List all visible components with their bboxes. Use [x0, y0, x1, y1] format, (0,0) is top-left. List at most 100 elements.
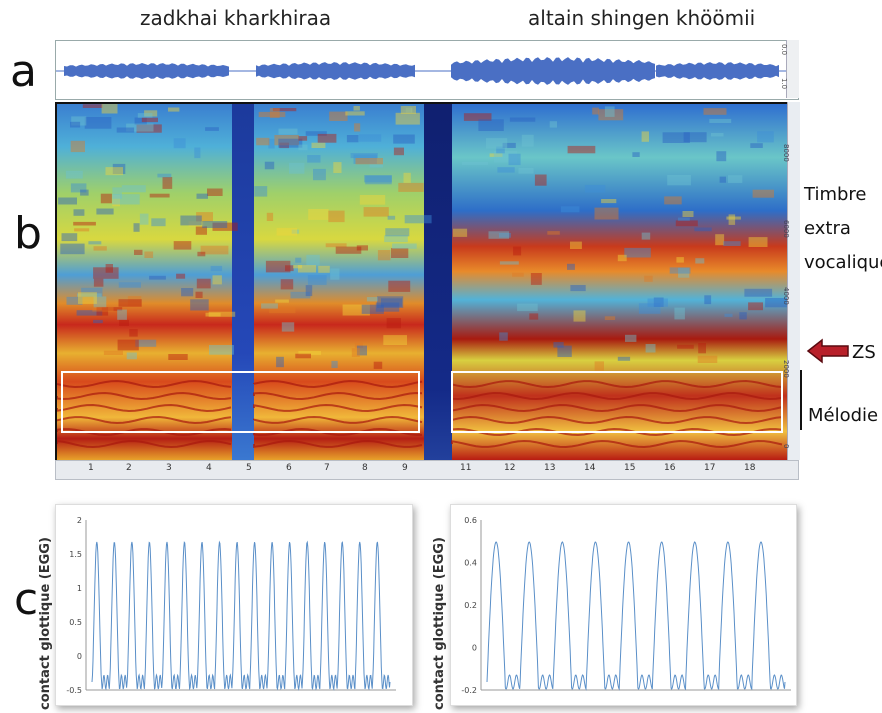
waveform-ruler-label: 1.0	[780, 78, 788, 90]
spectrogram-blob	[93, 267, 119, 279]
spectrogram-blob	[710, 132, 724, 137]
waveform-ruler: 0.0 1.0	[780, 40, 799, 98]
spectrogram-blob	[291, 229, 300, 234]
spectrogram-blob	[196, 193, 208, 199]
time-label: 8	[362, 463, 368, 473]
spectrogram-blob	[276, 356, 284, 368]
spectrogram-harmonic	[451, 403, 783, 413]
annotation-timbre: Timbre	[804, 184, 867, 205]
zs-arrow-icon	[806, 338, 849, 364]
spectrogram-blob	[530, 273, 542, 285]
spectrogram-blob	[499, 233, 511, 238]
spectrogram-blob	[345, 111, 365, 116]
spectrogram-blob	[96, 307, 109, 316]
freq-label: 4000	[782, 287, 790, 305]
spectrogram-blob	[387, 215, 396, 220]
panel-letter-c: c	[14, 574, 39, 625]
spectrogram-blob	[641, 131, 649, 142]
spectrogram-blob	[298, 351, 321, 355]
waveform-envelope	[656, 62, 779, 80]
freq-label: 2000	[782, 360, 790, 378]
spectrogram-blob	[497, 167, 515, 173]
spectrogram-blob	[188, 221, 205, 227]
melodie-bracket	[800, 370, 802, 430]
spectrogram-blob	[317, 133, 337, 143]
spectrogram-blob	[405, 107, 413, 113]
spectrogram-blob	[534, 174, 547, 186]
spectrogram-blob	[547, 231, 560, 235]
spectrogram-blob	[683, 132, 707, 143]
spectrogram-blob	[77, 293, 102, 297]
egg-waveform	[91, 540, 391, 691]
spectrogram-blob	[647, 298, 668, 307]
spectrogram-blob	[694, 227, 712, 232]
spectrogram-harmonic	[253, 415, 423, 424]
spectrogram-blob	[80, 189, 89, 196]
spectrogram-blob	[521, 134, 534, 147]
spectrogram-blob	[392, 243, 417, 249]
spectrogram-blob	[604, 316, 616, 320]
egg-tick-label: 0.2	[464, 601, 477, 610]
spectrogram-blob	[168, 107, 180, 112]
spectrogram-harmonic	[253, 403, 423, 413]
spectrogram-blob	[678, 217, 690, 221]
spectrogram-blob	[386, 318, 401, 329]
spectrogram-blob	[295, 257, 302, 263]
spectrogram-blob	[377, 296, 404, 308]
spectrogram-blob	[149, 275, 166, 280]
waveform-panel	[55, 40, 799, 100]
spectrogram-blob	[664, 196, 682, 205]
spectrogram-blob	[682, 211, 694, 217]
spectrogram-blob	[403, 172, 411, 183]
spectrogram-harmonic	[451, 415, 783, 425]
time-label: 9	[402, 463, 408, 473]
spectrogram-blob	[200, 245, 229, 255]
spectrogram-blob	[88, 241, 102, 245]
spectrogram-blob	[676, 257, 684, 263]
spectrogram-blob	[65, 170, 83, 179]
time-label: 7	[324, 463, 330, 473]
spectrogram-blob	[496, 146, 505, 154]
spectrogram-blob	[353, 106, 360, 111]
egg-tick-label: -0.5	[66, 686, 82, 695]
spectrogram-harmonic	[57, 379, 232, 389]
spectrogram-blob	[112, 195, 120, 207]
melody-box-right	[451, 371, 783, 433]
spectrogram-blob	[151, 218, 166, 227]
spectrogram-blob	[313, 168, 326, 181]
spectrogram-blob	[126, 123, 154, 132]
spectrogram-blob	[601, 199, 617, 204]
spectrogram-blob	[66, 296, 83, 305]
spectrogram-blob	[765, 298, 787, 308]
spectrogram-blob	[212, 222, 238, 231]
spectrogram-blob	[509, 117, 536, 122]
spectrogram-blob	[365, 175, 392, 185]
waveform-ruler-label: 0.0	[780, 44, 788, 56]
time-label: 11	[460, 463, 472, 473]
waveform-envelope	[451, 57, 655, 85]
spectrogram-blob	[133, 223, 140, 232]
spectrogram-blob	[329, 111, 348, 121]
spectrogram-blob	[667, 175, 691, 186]
spectrogram-harmonic	[57, 415, 232, 425]
egg-right-ylabel: contact glottique (EGG)	[432, 537, 447, 710]
spectrogram-blob	[70, 183, 87, 193]
spectrogram-blob	[594, 207, 619, 220]
spectrogram-blob	[194, 147, 201, 159]
spectrogram-blob	[103, 350, 123, 355]
spectrogram-blob	[96, 208, 114, 215]
spectrogram-blob	[462, 162, 489, 165]
spectrogram-blob	[359, 134, 382, 142]
spectrogram-blob	[195, 226, 207, 235]
spectrogram-blob	[298, 144, 308, 151]
egg-tick-label: 0.5	[69, 618, 82, 627]
spectrogram-blob	[149, 193, 170, 198]
spectrogram-blob	[281, 322, 295, 332]
spectrogram-blob	[499, 332, 508, 341]
spectrogram-silence	[424, 104, 452, 460]
spectrogram-blob	[60, 243, 85, 255]
spectrogram-harmonic	[253, 439, 423, 448]
waveform-envelope	[64, 63, 229, 79]
egg-tick-label: -0.2	[461, 686, 477, 695]
spectrogram-blob	[391, 248, 409, 258]
